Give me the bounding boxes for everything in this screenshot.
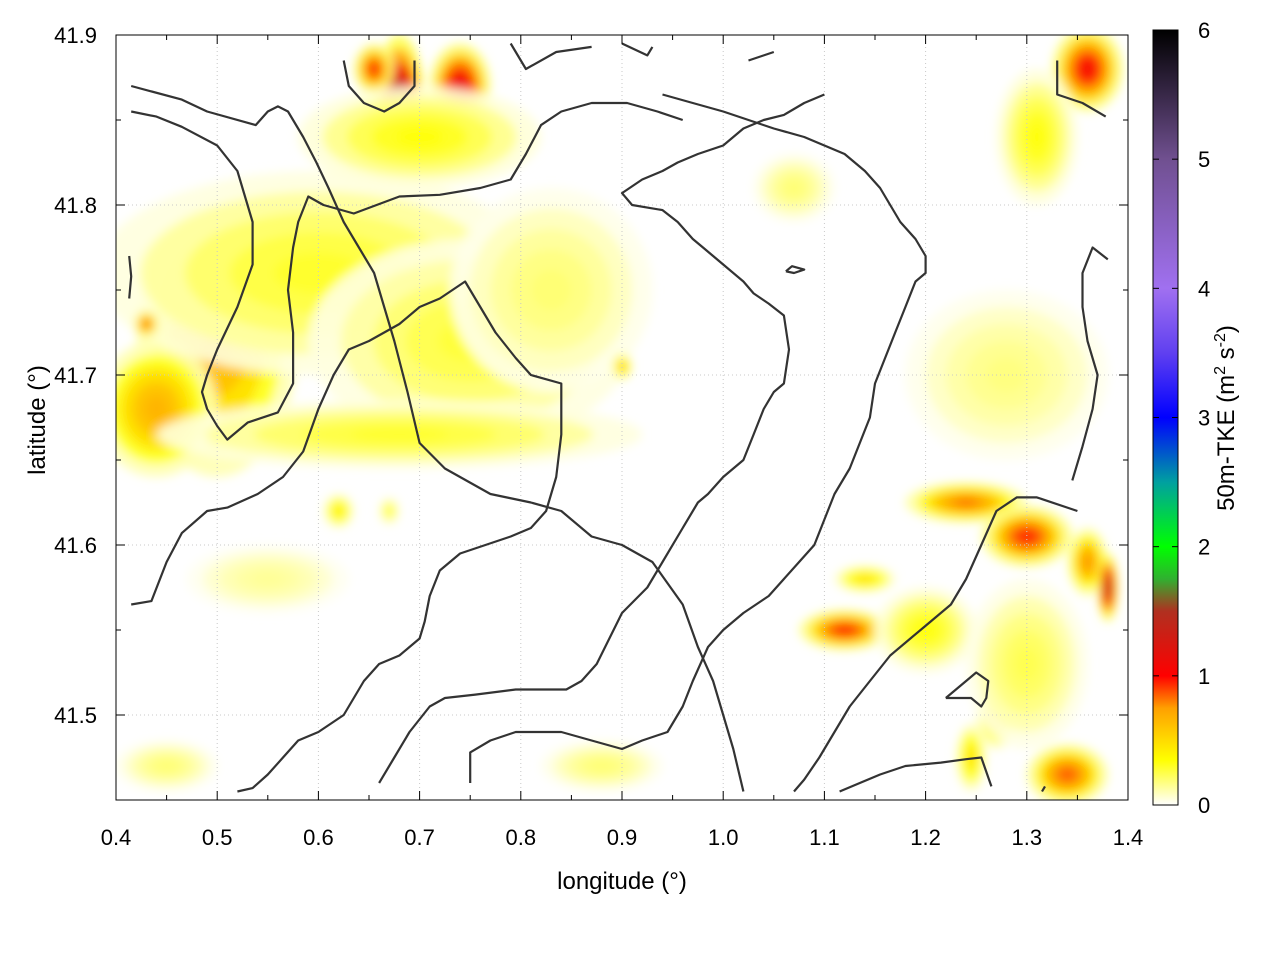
heat-blob (953, 498, 979, 507)
y-tick-label: 41.6 (54, 533, 97, 558)
y-axis-title: latitude (°) (24, 365, 51, 475)
x-tick-label: 0.8 (506, 825, 537, 850)
contour-line (785, 265, 806, 275)
colorbar-title-part: 50m-TKE (m (1213, 375, 1240, 511)
contour-line (945, 671, 990, 708)
colorbar-tick-label: 3 (1198, 406, 1210, 431)
colorbar-tick-label: 5 (1198, 147, 1210, 172)
y-tick-label: 41.9 (54, 23, 97, 48)
contour-line (469, 93, 927, 783)
heat-blob (143, 321, 149, 327)
colorbar-tick-label: 1 (1198, 664, 1210, 689)
contour-line (130, 84, 745, 792)
colorbar-ticks: 0 1 2 3 4 5 6 (1153, 18, 1210, 818)
heat-blob (395, 126, 444, 148)
colorbar-tick-label: 0 (1198, 793, 1210, 818)
heat-blob (350, 427, 448, 442)
heat-blob (986, 358, 1027, 392)
axis-ticks: 0.4 0.5 0.6 0.7 0.8 0.9 1.0 1.1 1.2 1.3 1.4 41.5 41.… (54, 23, 1143, 850)
contour-line (621, 42, 654, 57)
heat-blob (835, 625, 854, 635)
heat-blob (1083, 555, 1092, 569)
heat-blob (589, 760, 614, 772)
colorbar-title-part: ) (1213, 325, 1240, 333)
x-tick-label: 0.6 (303, 825, 334, 850)
x-tick-label: 1.3 (1012, 825, 1043, 850)
contour-line (839, 756, 993, 793)
x-tick-label: 0.7 (404, 825, 435, 850)
contour-line (128, 255, 133, 299)
heat-blob (1059, 768, 1076, 781)
contour-line (1071, 246, 1109, 481)
heat-blob (619, 363, 625, 370)
heat-blob (335, 507, 342, 515)
x-tick-label: 0.4 (101, 825, 132, 850)
terrain-contours (128, 42, 1109, 793)
y-tick-label: 41.5 (54, 703, 97, 728)
heat-blob (530, 269, 572, 311)
colorbar-title: 50m-TKE (m2 s-2) (1212, 325, 1240, 511)
x-tick-label: 0.9 (607, 825, 638, 850)
heat-blob (1080, 60, 1095, 78)
colorbar-title-part: s (1213, 347, 1240, 366)
contour-line (1056, 60, 1107, 118)
contour-line (509, 42, 592, 71)
contour-line (378, 93, 825, 784)
colorbar-tick-label: 4 (1198, 276, 1210, 301)
x-tick-label: 1.1 (809, 825, 840, 850)
heat-blob (785, 181, 803, 195)
heat-blob (370, 63, 379, 75)
contour-line (130, 101, 684, 441)
x-tick-label: 1.0 (708, 825, 739, 850)
colorbar-tick-label: 6 (1198, 18, 1210, 43)
heat-blob (387, 508, 392, 514)
x-tick-label: 1.2 (910, 825, 941, 850)
contour-line (1041, 785, 1046, 793)
colorbar-tick-label: 2 (1198, 535, 1210, 560)
colorbar-title-sup: -2 (1212, 333, 1229, 347)
heat-blob (1017, 530, 1036, 543)
heat-blob (858, 576, 871, 582)
x-tick-label: 1.4 (1113, 825, 1144, 850)
heat-blob (1105, 580, 1110, 595)
y-tick-label: 41.8 (54, 193, 97, 218)
contour-line (793, 496, 1078, 793)
x-axis-title: longitude (°) (557, 868, 687, 895)
heat-blob (156, 760, 177, 772)
colorbar-title-sup: 2 (1212, 366, 1229, 375)
contour-line (342, 60, 416, 113)
heat-blob (915, 621, 936, 639)
heat-blob (251, 572, 284, 586)
x-tick-label: 0.5 (202, 825, 233, 850)
contour-line (131, 280, 563, 793)
contour-line (748, 50, 775, 62)
y-tick-label: 41.7 (54, 363, 97, 388)
heat-blob (144, 395, 169, 423)
heat-blob (1028, 123, 1046, 151)
heat-blob (968, 750, 975, 765)
